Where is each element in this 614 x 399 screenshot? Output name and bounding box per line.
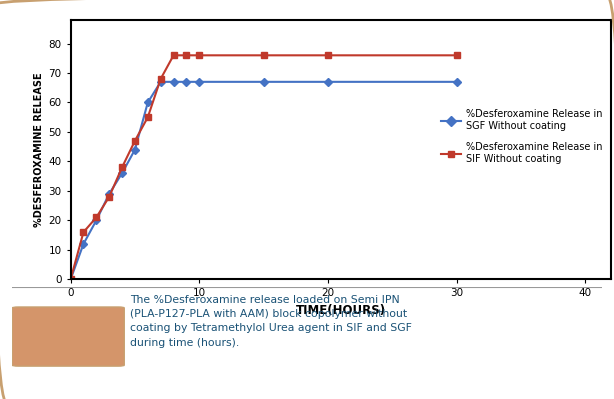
Legend: %Desferoxamine Release in
SGF Without coating, %Desferoxamine Release in
SIF Wit: %Desferoxamine Release in SGF Without co… xyxy=(438,105,606,168)
X-axis label: TIME(HOURS): TIME(HOURS) xyxy=(296,304,386,317)
Y-axis label: %DESFEROXAMINE RELEASE: %DESFEROXAMINE RELEASE xyxy=(34,72,44,227)
FancyBboxPatch shape xyxy=(12,307,124,366)
Text: Figure 11: Figure 11 xyxy=(37,330,99,343)
Text: The %Desferoxamine release loaded on Semi IPN
(PLA-P127-PLA with AAM) block copo: The %Desferoxamine release loaded on Sem… xyxy=(130,294,412,348)
